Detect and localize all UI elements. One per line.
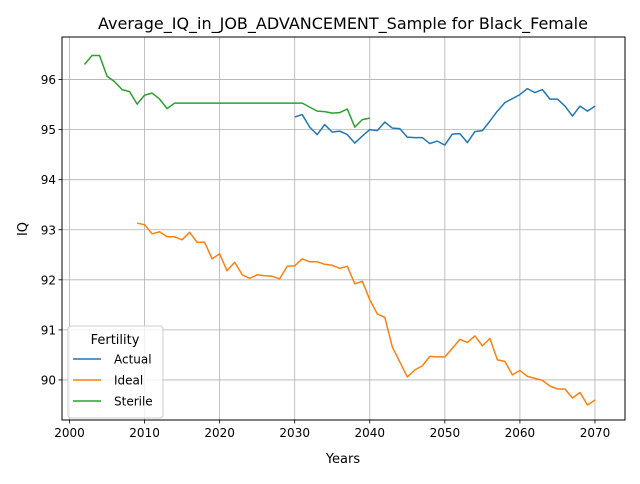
y-tick-label: 90 bbox=[41, 373, 56, 387]
legend-title: Fertility bbox=[91, 333, 140, 348]
legend-label-ideal: Ideal bbox=[114, 374, 143, 388]
x-tick-label: 2000 bbox=[54, 426, 85, 440]
y-tick-label: 93 bbox=[41, 223, 56, 237]
chart-title: Average_IQ_in_JOB_ADVANCEMENT_Sample for… bbox=[98, 14, 588, 34]
y-tick-label: 95 bbox=[41, 123, 56, 137]
y-axis-label: IQ bbox=[16, 222, 31, 236]
x-tick-label: 2030 bbox=[279, 426, 310, 440]
y-tick-label: 94 bbox=[41, 173, 56, 187]
x-tick-label: 2060 bbox=[505, 426, 536, 440]
x-tick-label: 2070 bbox=[580, 426, 611, 440]
x-tick-label: 2020 bbox=[204, 426, 235, 440]
x-tick-label: 2050 bbox=[430, 426, 461, 440]
x-tick-label: 2040 bbox=[354, 426, 385, 440]
legend-label-sterile: Sterile bbox=[114, 395, 153, 409]
y-tick-label: 96 bbox=[41, 73, 56, 87]
legend: Fertility Actual Ideal Sterile bbox=[68, 326, 163, 418]
x-axis-label: Years bbox=[325, 452, 361, 467]
x-tick-label: 2010 bbox=[129, 426, 160, 440]
y-tick-label: 92 bbox=[41, 273, 56, 287]
y-tick-label: 91 bbox=[41, 323, 56, 337]
legend-label-actual: Actual bbox=[114, 353, 152, 367]
